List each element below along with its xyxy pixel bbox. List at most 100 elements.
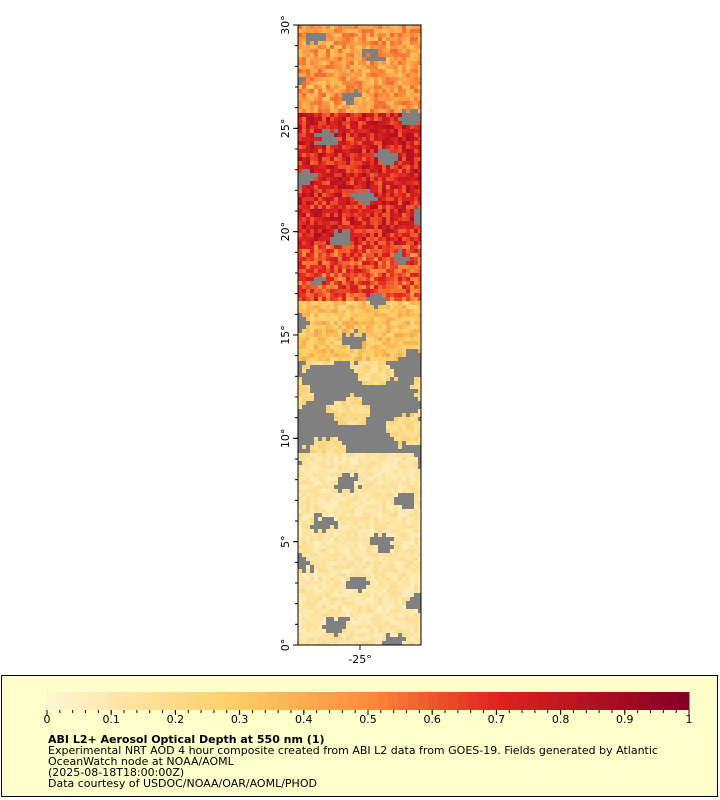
aod-pixel	[390, 65, 394, 69]
aod-pixel	[398, 69, 402, 73]
aod-pixel	[358, 181, 362, 185]
aod-pixel	[386, 49, 390, 53]
aod-pixel	[402, 601, 406, 605]
aod-pixel	[322, 201, 326, 205]
aod-pixel	[386, 625, 390, 629]
aod-pixel	[334, 309, 338, 313]
aod-pixel	[342, 185, 346, 189]
aod-pixel	[390, 185, 394, 189]
aod-pixel	[358, 225, 362, 229]
aod-pixel	[378, 201, 382, 205]
aod-pixel	[298, 617, 302, 621]
aod-pixel	[306, 605, 310, 609]
aod-pixel	[322, 341, 326, 345]
aod-pixel	[414, 533, 418, 537]
aod-pixel	[334, 93, 338, 97]
aod-pixel	[342, 521, 346, 525]
aod-pixel	[402, 457, 406, 461]
aod-pixel	[414, 481, 418, 485]
aod-pixel	[362, 413, 366, 417]
aod-pixel	[314, 165, 318, 169]
aod-pixel	[350, 545, 354, 549]
aod-pixel	[382, 369, 386, 373]
aod-pixel	[370, 25, 374, 29]
aod-pixel	[374, 557, 378, 561]
aod-pixel	[406, 465, 410, 469]
aod-pixel	[334, 417, 338, 421]
aod-pixel	[418, 197, 421, 201]
aod-pixel	[310, 121, 314, 125]
aod-pixel	[354, 65, 358, 69]
aod-pixel	[306, 257, 310, 261]
aod-pixel	[334, 581, 338, 585]
aod-pixel	[354, 237, 358, 241]
aod-pixel	[418, 625, 421, 629]
aod-pixel	[382, 629, 386, 633]
aod-pixel	[394, 469, 398, 473]
aod-pixel	[350, 625, 354, 629]
aod-pixel	[366, 173, 370, 177]
aod-pixel	[390, 41, 394, 45]
aod-pixel	[362, 257, 366, 261]
aod-pixel	[378, 281, 382, 285]
aod-pixel	[406, 77, 410, 81]
aod-pixel	[414, 429, 418, 433]
colorbar-step	[107, 692, 118, 710]
aod-pixel	[326, 553, 330, 557]
aod-pixel	[414, 61, 418, 65]
aod-pixel	[414, 281, 418, 285]
aod-pixel	[350, 209, 354, 213]
aod-pixel	[330, 441, 334, 445]
aod-pixel	[346, 517, 350, 521]
aod-pixel	[338, 25, 342, 29]
aod-pixel	[310, 257, 314, 261]
aod-pixel	[418, 269, 421, 273]
aod-pixel	[402, 225, 406, 229]
aod-pixel	[398, 121, 402, 125]
aod-pixel	[322, 313, 326, 317]
aod-pixel	[382, 49, 386, 53]
aod-pixel	[350, 69, 354, 73]
aod-pixel	[374, 93, 378, 97]
aod-pixel	[398, 465, 402, 469]
aod-pixel	[418, 225, 421, 229]
aod-pixel	[298, 545, 302, 549]
aod-pixel	[310, 621, 314, 625]
aod-pixel	[354, 409, 358, 413]
aod-pixel	[394, 213, 398, 217]
aod-pixel	[318, 589, 322, 593]
aod-pixel	[326, 253, 330, 257]
aod-pixel	[414, 249, 418, 253]
aod-pixel	[306, 641, 310, 645]
aod-pixel	[414, 337, 418, 341]
aod-pixel	[306, 229, 310, 233]
aod-pixel	[346, 245, 350, 249]
aod-pixel	[358, 557, 362, 561]
aod-pixel	[402, 245, 406, 249]
aod-pixel	[406, 333, 410, 337]
aod-pixel	[362, 513, 366, 517]
aod-pixel	[342, 269, 346, 273]
aod-pixel	[342, 537, 346, 541]
aod-pixel	[310, 313, 314, 317]
aod-pixel	[346, 213, 350, 217]
aod-pixel	[306, 281, 310, 285]
aod-pixel	[378, 453, 382, 457]
aod-pixel	[394, 181, 398, 185]
aod-pixel	[398, 49, 402, 53]
aod-pixel	[366, 177, 370, 181]
aod-pixel	[302, 265, 306, 269]
aod-pixel	[306, 201, 310, 205]
aod-pixel	[382, 37, 386, 41]
aod-pixel	[386, 37, 390, 41]
aod-pixel	[370, 569, 374, 573]
aod-pixel	[334, 157, 338, 161]
aod-pixel	[330, 57, 334, 61]
aod-pixel	[382, 341, 386, 345]
aod-pixel	[362, 453, 366, 457]
aod-pixel	[414, 433, 418, 437]
aod-pixel	[402, 185, 406, 189]
aod-pixel	[362, 517, 366, 521]
aod-pixel	[394, 237, 398, 241]
aod-pixel	[306, 261, 310, 265]
